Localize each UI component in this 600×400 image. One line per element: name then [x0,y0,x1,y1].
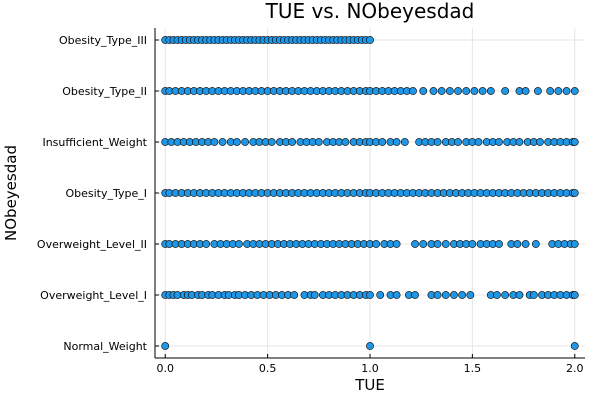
data-point [433,138,442,146]
data-point [445,87,454,95]
data-point [218,138,227,146]
data-point [210,138,219,146]
y-tick-label: Overweight_Level_II [37,238,147,251]
data-point [515,291,524,299]
data-point [462,87,471,95]
data-point [235,240,243,248]
data-point [474,138,483,146]
data-point [433,240,442,248]
y-tick-label: Obesity_Type_I [65,187,147,200]
data-point [400,138,409,146]
chart-text: TUE vs. NObeyesdad TUE NObeyesdad 0.0 0.5… [2,0,584,394]
data-point [562,87,571,95]
data-point [366,291,374,299]
data-point [429,87,438,95]
data-points [161,36,579,350]
data-point [392,138,401,146]
data-point [521,240,530,248]
data-point [441,291,450,299]
data-point [441,240,450,248]
data-point [409,87,417,95]
data-point [570,240,579,248]
x-tick-label: 0.0 [156,362,174,375]
chart-title: TUE vs. NObeyesdad [265,0,475,23]
data-point [501,291,510,299]
data-point [570,87,579,95]
data-point [529,291,538,299]
data-point [419,240,428,248]
data-point [570,342,579,350]
data-point [233,138,241,146]
data-point [392,240,401,248]
x-tick-label: 1.5 [464,362,482,375]
x-tick-label: 2.0 [566,362,584,375]
data-point [546,87,555,95]
data-point [392,291,401,299]
data-point [288,138,297,146]
data-point [372,240,381,248]
data-point [161,342,170,350]
data-point [570,189,579,197]
data-point [554,87,563,95]
data-point [454,138,462,146]
y-tick-label: Obesity_Type_II [62,85,147,98]
data-point [501,87,510,95]
x-axis-label: TUE [354,376,385,394]
data-point [570,291,579,299]
data-point [341,138,350,146]
data-point [366,36,374,44]
data-point [486,87,495,95]
data-point [454,87,462,95]
data-point [470,87,479,95]
y-tick-label: Insufficient_Weight [42,136,147,149]
data-point [478,87,487,95]
data-point [531,240,540,248]
y-tick-label: Normal_Weight [63,340,147,353]
data-point [513,240,522,248]
data-point [366,342,374,350]
data-point [202,240,211,248]
data-point [411,240,419,248]
data-point [437,87,446,95]
data-point [314,138,323,146]
data-point [267,138,276,146]
data-point [536,138,544,146]
data-point [241,138,249,146]
data-point [378,138,387,146]
data-point [534,87,542,95]
y-tick-label: Obesity_Type_III [59,34,147,47]
data-point [468,240,477,248]
x-tick-label: 1.0 [361,362,379,375]
data-point [419,87,428,95]
data-point [411,291,419,299]
data-point [290,291,299,299]
data-point [495,240,503,248]
data-point [521,87,530,95]
data-point [570,138,579,146]
data-point [433,291,442,299]
axes [154,28,585,359]
data-point [450,291,458,299]
data-point [376,291,385,299]
data-point [493,291,501,299]
y-tick-label: Overweight_Level_I [40,289,147,302]
data-point [495,138,503,146]
x-tick-label: 0.5 [259,362,277,375]
data-point [310,291,319,299]
data-point [466,291,475,299]
data-point [515,138,524,146]
y-axis-label: NObeyesdad [2,145,20,241]
data-point [458,291,467,299]
